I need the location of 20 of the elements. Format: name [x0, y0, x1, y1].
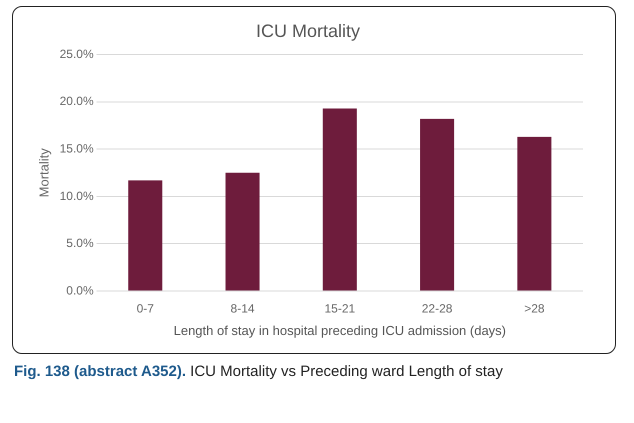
y-axis-title: Mortality [36, 148, 52, 198]
y-tick-label: 0.0% [66, 283, 94, 298]
bar [226, 172, 260, 290]
bar [420, 118, 454, 290]
y-tick-label: 5.0% [66, 236, 94, 250]
y-tick-label: 15.0% [60, 141, 94, 156]
x-tick-label: 15-21 [324, 302, 356, 316]
caption: Fig. 138 (abstract A352). ICU Mortality vs Preceding ward Length of stay [14, 362, 504, 382]
chart-title: ICU Mortality [256, 20, 360, 41]
bar [517, 136, 552, 290]
y-tick-label: 25.0% [60, 46, 94, 61]
y-tick-label: 20.0% [60, 94, 94, 108]
bar [128, 180, 162, 290]
x-tick-label: 0-7 [136, 302, 154, 316]
x-tick-label: 22-28 [422, 302, 453, 316]
y-tick-label: 10.0% [60, 188, 94, 203]
bar [322, 108, 357, 290]
x-tick-label: >28 [524, 302, 545, 316]
x-axis-title: Length of stay in hospital preceding ICU admission (days) [174, 322, 506, 338]
x-tick-label: 8-14 [230, 302, 255, 316]
